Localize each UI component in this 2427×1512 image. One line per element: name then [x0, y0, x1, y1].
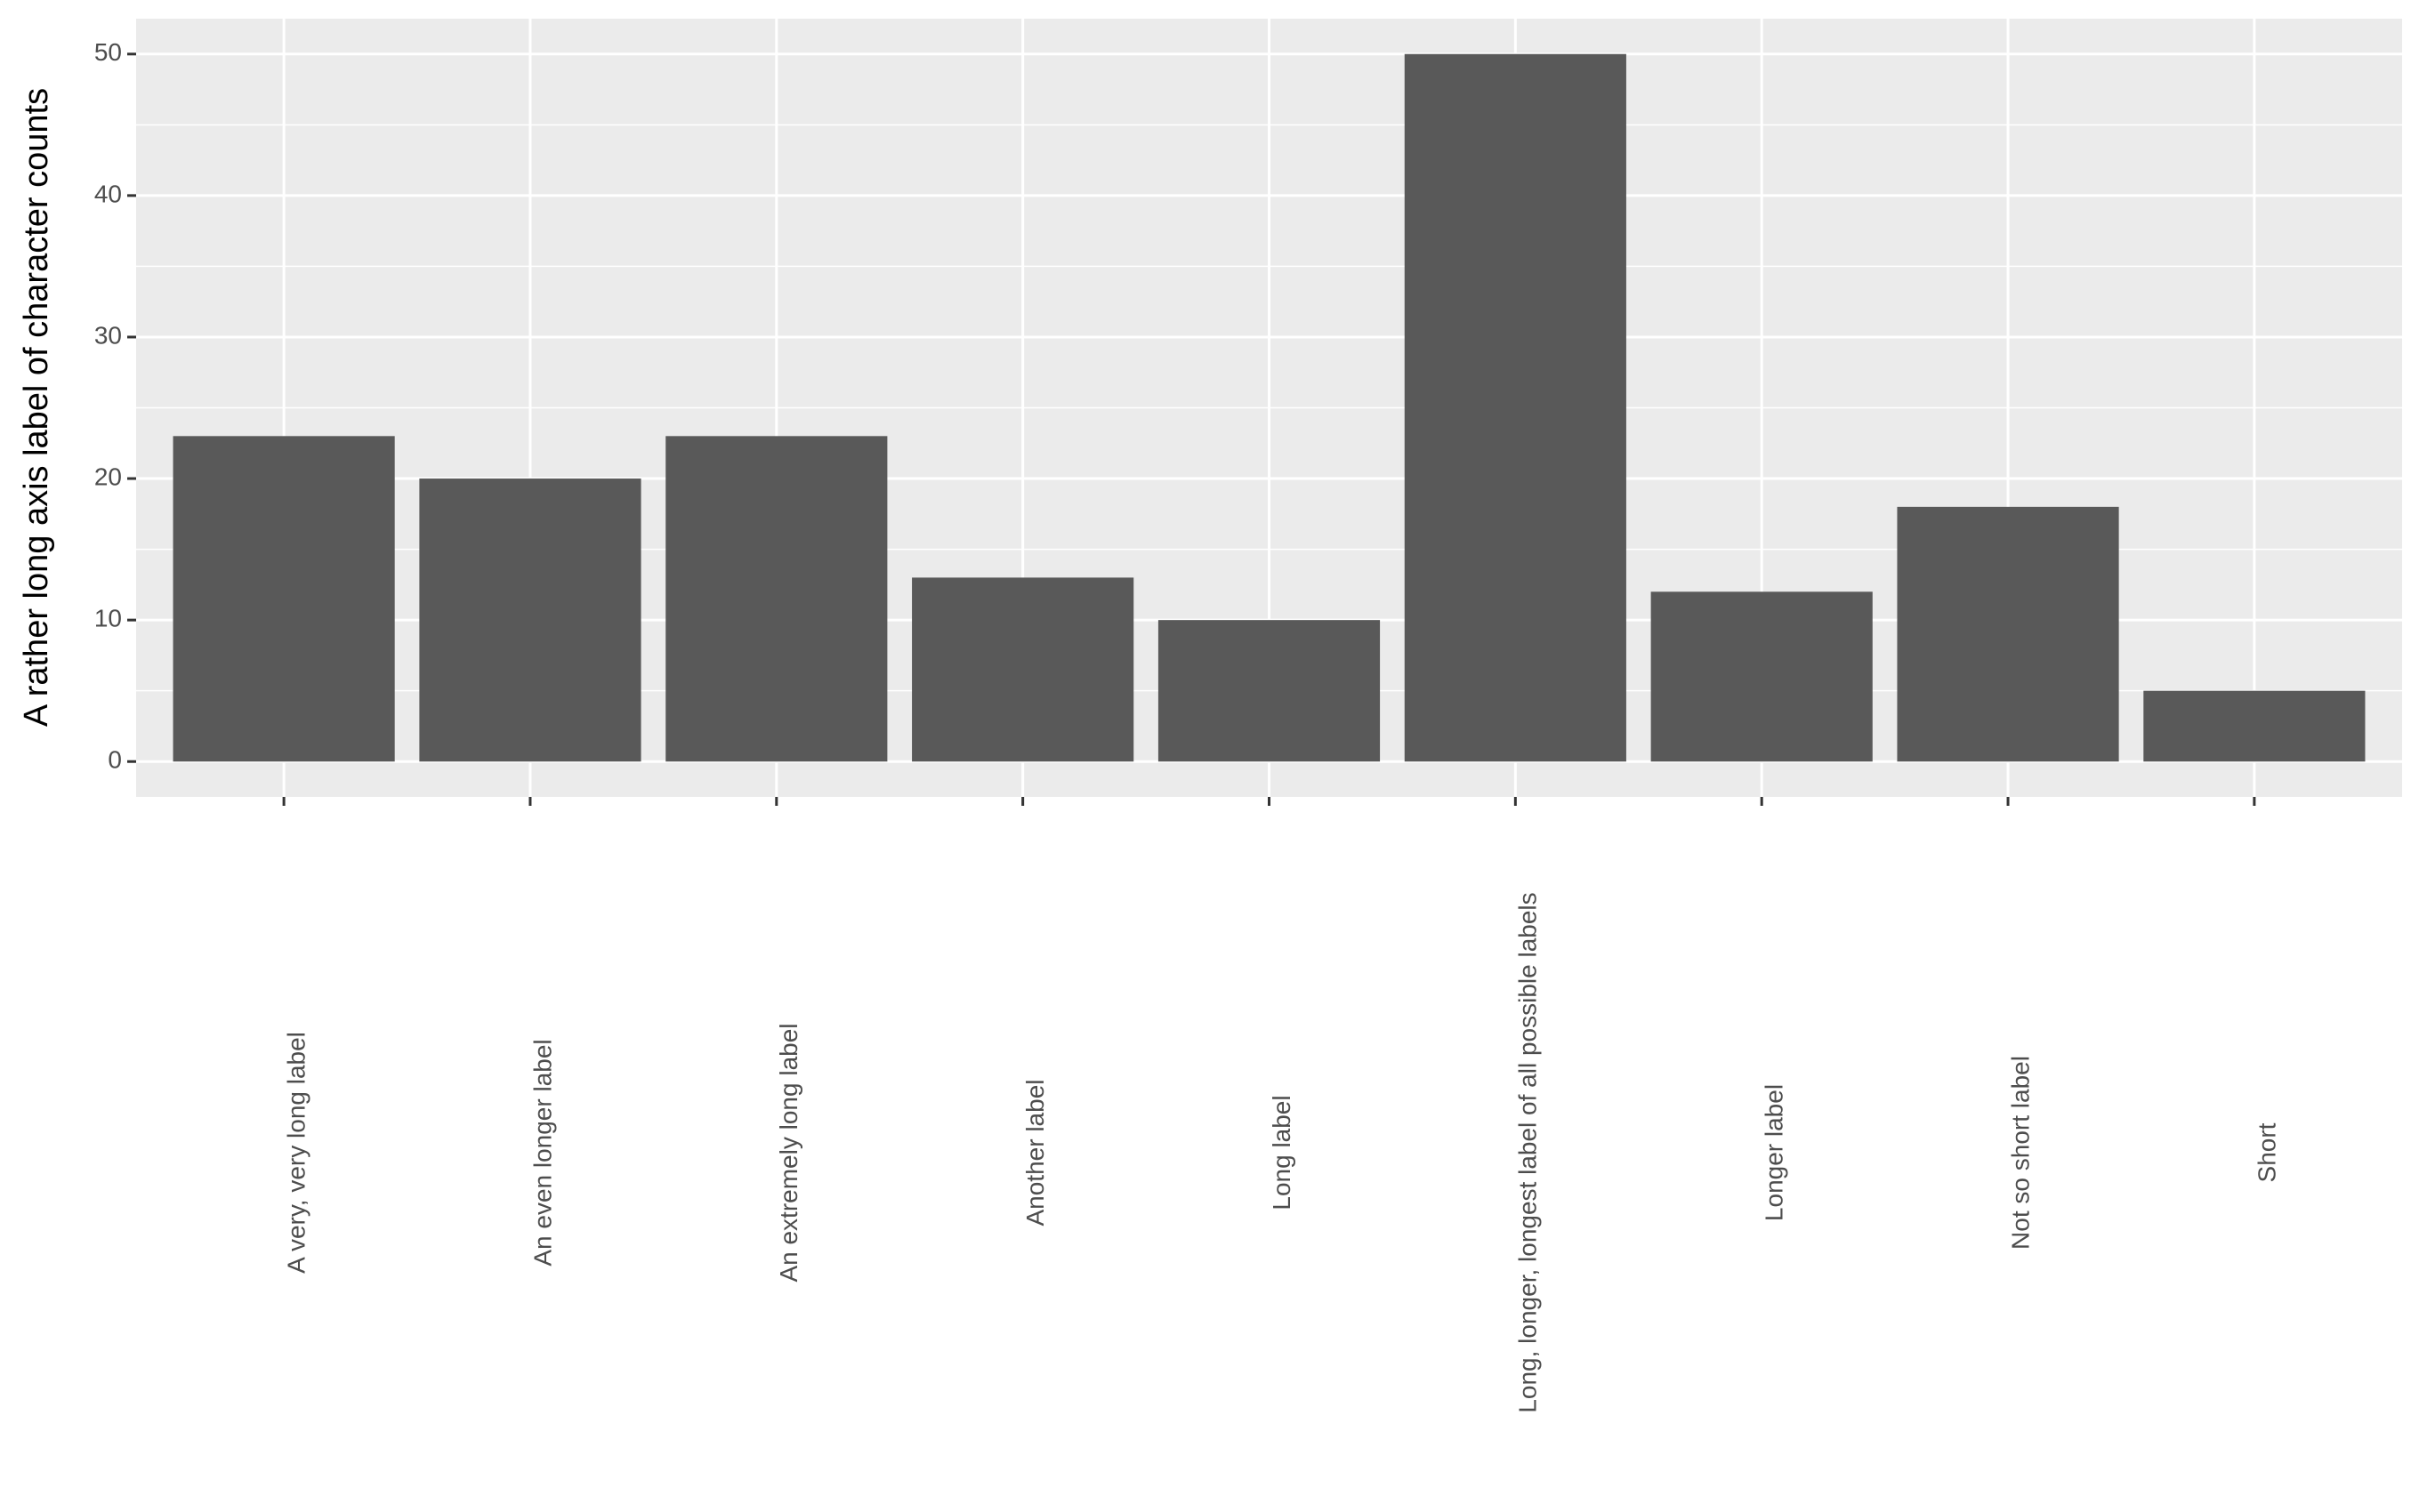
- bar: [665, 436, 888, 762]
- bar: [1650, 591, 1873, 762]
- x-tick-label: Not so short label: [2006, 1056, 2034, 1250]
- bar: [2143, 690, 2366, 762]
- bar: [912, 577, 1134, 762]
- x-tick-label: Long, longer, longest label of all possi…: [1514, 892, 1542, 1412]
- bar: [173, 436, 395, 762]
- bar: [419, 479, 641, 762]
- bar: [1404, 53, 1626, 762]
- bar: [1897, 506, 2119, 762]
- y-tick-label: 40: [94, 180, 122, 207]
- x-tick-label: A very, very long label: [282, 1032, 310, 1274]
- x-tick-label: Short: [2253, 1122, 2280, 1182]
- y-axis-title: A rather long axis label of character co…: [18, 88, 55, 727]
- y-tick-label: 20: [94, 462, 122, 490]
- y-tick-label: 0: [108, 746, 122, 774]
- x-tick-label: Longer label: [1761, 1084, 1788, 1221]
- y-tick-label: 50: [94, 38, 122, 66]
- x-tick-label: Long label: [1268, 1095, 1295, 1210]
- bar: [1157, 620, 1381, 762]
- y-tick-label: 10: [94, 605, 122, 632]
- y-tick-label: 30: [94, 321, 122, 349]
- x-tick-label: Another label: [1021, 1079, 1049, 1226]
- x-tick-label: An extremely long label: [775, 1023, 802, 1282]
- x-tick-label: An even longer label: [528, 1039, 556, 1266]
